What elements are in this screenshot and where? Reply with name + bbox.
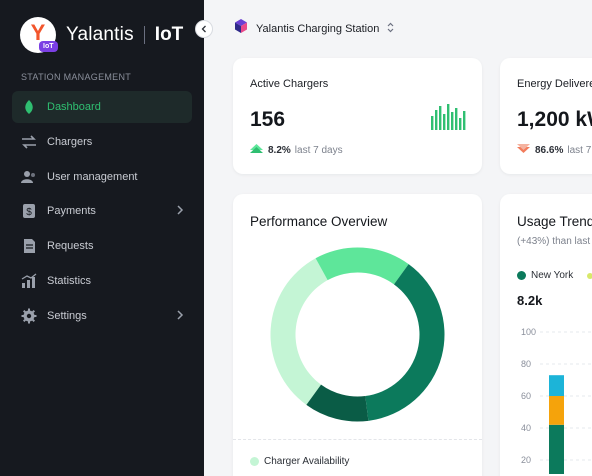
sidebar-item-label: Payments — [47, 205, 96, 218]
sidebar-item-label: Settings — [47, 309, 87, 322]
brand-suffix: IoT — [154, 24, 184, 45]
brand[interactable]: Y IoT Yalantis IoT — [20, 16, 183, 54]
legend-item: Charger Availability — [250, 456, 349, 467]
sidebar-nav: Dashboard Chargers User management $ Pay… — [12, 91, 192, 335]
iot-badge: IoT — [39, 41, 58, 52]
usage-trends-card: Usage Trends (+43%) than last year New Y… — [500, 194, 592, 476]
leaf-icon — [21, 99, 37, 115]
kpi-delta-percent: 86.6% — [535, 144, 564, 156]
svg-text:$: $ — [26, 207, 32, 218]
kpi-delta-percent: 8.2% — [268, 144, 291, 156]
card-title: Performance Overview — [250, 214, 388, 229]
kpi-card-active-chargers: Active Chargers 156 8.2% last 7 days — [233, 58, 482, 174]
performance-donut-chart — [270, 247, 445, 422]
kpi-value: 1,200 kWh — [517, 108, 592, 131]
section-title: STATION MANAGEMENT — [21, 72, 132, 82]
brand-divider — [143, 26, 145, 44]
y-tick: 60 — [521, 391, 532, 401]
legend-swatch — [517, 271, 526, 280]
y-tick: 40 — [521, 423, 532, 433]
chevron-right-icon — [177, 310, 184, 323]
gear-icon — [21, 308, 37, 324]
y-tick: 100 — [521, 327, 537, 337]
card-divider — [233, 439, 482, 440]
donut-slice — [315, 247, 409, 285]
usage-value: 8.2k — [517, 293, 543, 308]
legend-item: New York — [517, 270, 592, 281]
y-tick: 20 — [521, 455, 532, 465]
legend-label: New York — [531, 270, 574, 281]
kpi-delta-period: last 7 days — [294, 144, 343, 156]
sparkline-bars-icon — [431, 104, 466, 130]
donut-slice — [270, 258, 328, 405]
kpi-delta-period: last 7 days — [567, 144, 592, 156]
trend-down-icon — [517, 144, 530, 156]
station-name: Yalantis Charging Station — [256, 22, 380, 35]
chevron-right-icon — [177, 205, 184, 218]
sidebar-item-statistics[interactable]: Statistics — [12, 265, 192, 297]
donut-slice — [306, 384, 369, 422]
bar-segment — [549, 396, 564, 425]
collapse-sidebar-button[interactable] — [195, 20, 213, 38]
card-title: Usage Trends — [517, 214, 592, 229]
users-icon — [21, 169, 37, 185]
sidebar-item-label: User management — [47, 170, 138, 183]
bar-segment — [549, 375, 564, 396]
sidebar-item-payments[interactable]: $ Payments — [12, 195, 192, 227]
brand-logo: Y IoT — [20, 17, 58, 53]
logo-letter: Y — [30, 20, 46, 45]
performance-overview-card: Performance Overview Charger Availabilit… — [233, 194, 482, 476]
trend-up-icon — [250, 144, 263, 156]
brand-name: Yalantis — [66, 24, 134, 45]
sidebar: Y IoT Yalantis IoT STATION MANAGEMENT Da… — [0, 0, 204, 476]
dollar-icon: $ — [21, 203, 37, 219]
usage-bar-chart — [540, 331, 592, 474]
kpi-value: 156 — [250, 108, 286, 131]
legend-swatch — [250, 457, 259, 466]
bar-chart-icon — [21, 273, 37, 289]
donut-slice — [365, 264, 445, 421]
kpi-title: Energy Delivered — [517, 78, 592, 90]
chevron-left-icon — [201, 25, 206, 33]
sidebar-item-label: Chargers — [47, 135, 93, 148]
usage-subtitle: (+43%) than last year — [517, 236, 592, 247]
chevron-up-down-icon — [387, 20, 394, 38]
station-selector[interactable]: Yalantis Charging Station — [234, 18, 394, 39]
kpi-title: Active Chargers — [250, 78, 329, 90]
document-icon — [21, 238, 37, 254]
sidebar-item-chargers[interactable]: Chargers — [12, 126, 192, 158]
sidebar-item-label: Dashboard — [47, 101, 101, 113]
sidebar-item-settings[interactable]: Settings — [12, 300, 192, 332]
legend-label: Charger Availability — [264, 456, 350, 467]
sidebar-item-user-management[interactable]: User management — [12, 161, 192, 193]
kpi-delta: 8.2% last 7 days — [250, 144, 343, 156]
legend-swatch — [587, 272, 592, 279]
y-tick: 80 — [521, 359, 532, 369]
kpi-card-energy-delivered: Energy Delivered 1,200 kWh 86.6% last 7 … — [500, 58, 592, 174]
bar-segment — [549, 424, 564, 474]
kpi-delta: 86.6% last 7 days — [517, 144, 592, 156]
station-cube-icon — [234, 18, 248, 39]
sidebar-item-requests[interactable]: Requests — [12, 230, 192, 262]
arrows-swap-icon — [21, 134, 37, 150]
sidebar-item-dashboard[interactable]: Dashboard — [12, 91, 192, 123]
sidebar-item-label: Statistics — [47, 274, 92, 287]
sidebar-item-label: Requests — [47, 240, 94, 253]
